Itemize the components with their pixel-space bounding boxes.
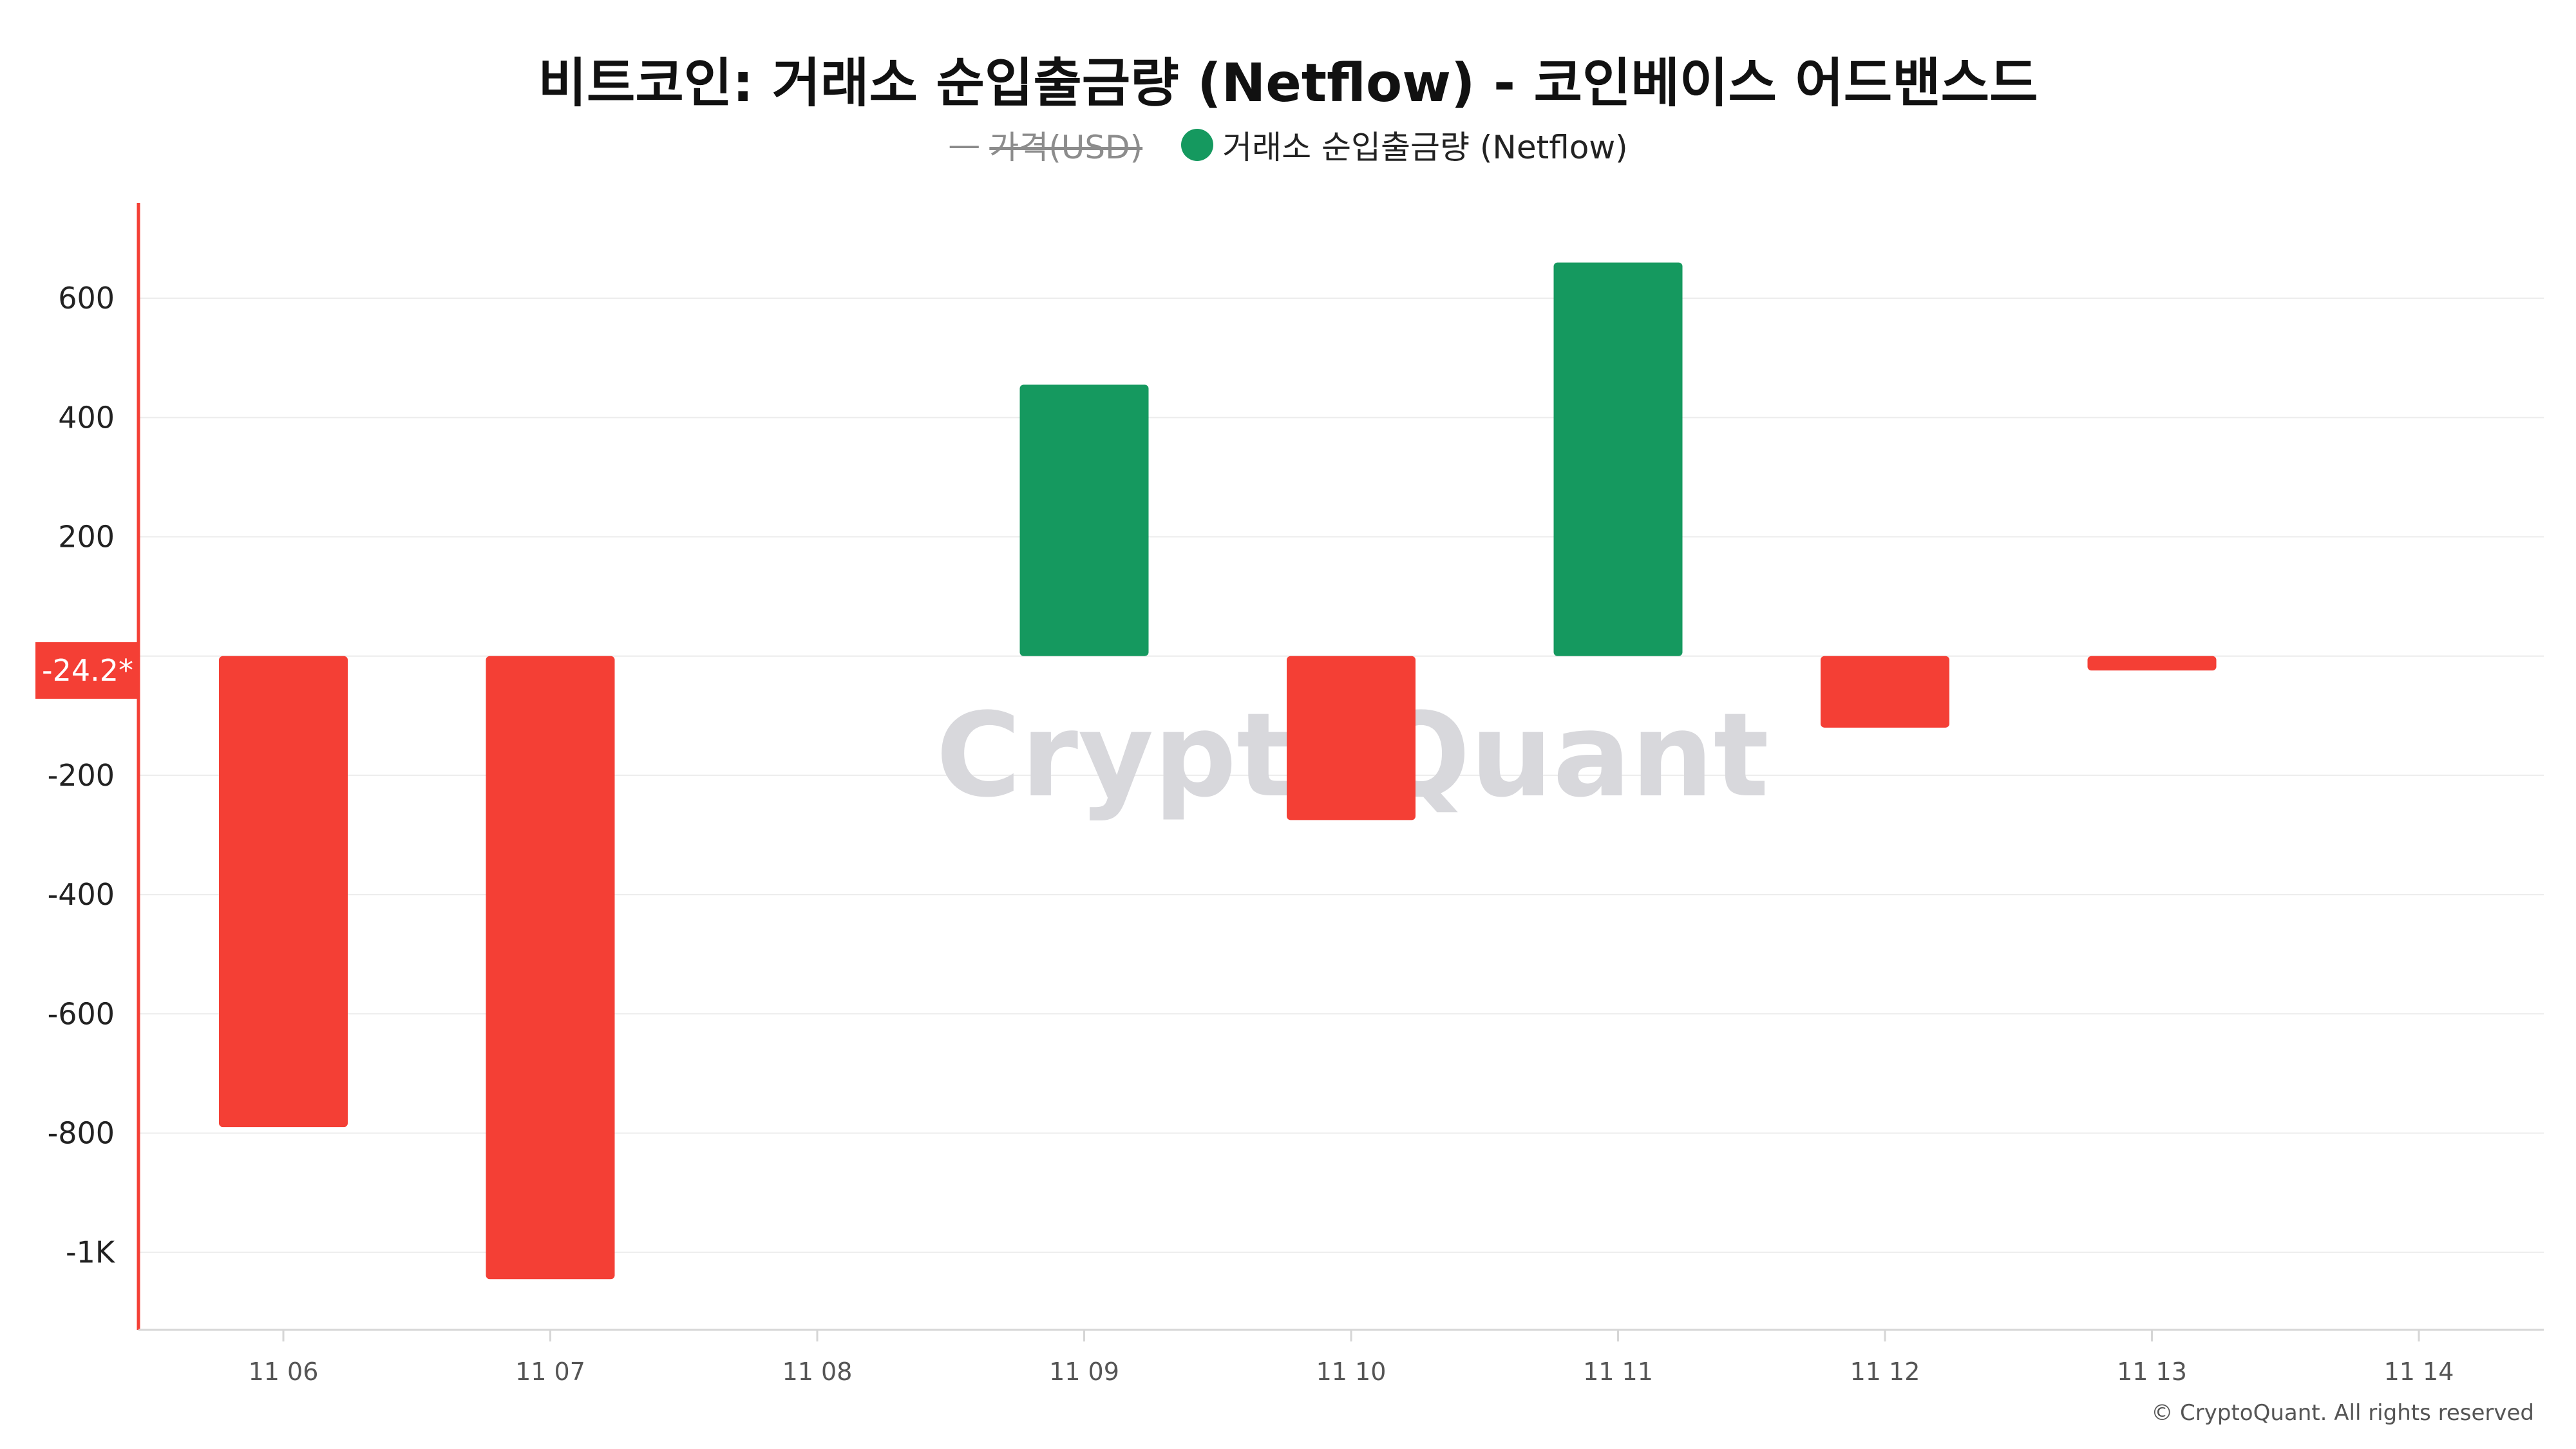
copyright-text: © CryptoQuant. All rights reserved — [2151, 1400, 2534, 1426]
y-tick-label: 600 — [58, 281, 115, 316]
x-tick-label: 11 13 — [2117, 1358, 2187, 1386]
x-tick-label: 11 08 — [782, 1358, 853, 1386]
current-value-badge-box — [35, 642, 140, 699]
legend-item-netflow[interactable]: 거래소 순입출금량 (Netflow) — [1181, 122, 1628, 168]
legend-item-price[interactable]: — 가격(USD) — [948, 122, 1142, 168]
x-tick-label: 11 14 — [2384, 1358, 2454, 1386]
y-tick-label: -200 — [48, 758, 115, 793]
y-axis-ticks: 600 400 200 -200 -400 -600 -800 -1K — [48, 281, 116, 1269]
y-tick-label: 400 — [58, 400, 115, 435]
x-tick-label: 11 06 — [249, 1358, 319, 1386]
bar-11-10 — [1287, 656, 1416, 820]
legend-label-price: 가격(USD) — [989, 129, 1143, 166]
x-tick-label: 11 09 — [1049, 1358, 1119, 1386]
y-tick-label: -600 — [48, 996, 115, 1031]
y-tick-label: -800 — [48, 1115, 115, 1150]
x-axis-ticks: 11 06 11 07 11 08 11 09 11 10 11 11 11 12 11 13… — [249, 1330, 2454, 1386]
current-value-label: -24.2* — [42, 653, 133, 688]
legend-dot-icon — [1181, 129, 1214, 161]
x-tick-label: 11 10 — [1316, 1358, 1387, 1386]
bars — [219, 262, 2217, 1280]
bar-11-07 — [486, 656, 615, 1280]
bar-11-13 — [2087, 656, 2217, 671]
bar-11-06 — [219, 656, 348, 1128]
y-tick-label: -400 — [48, 877, 115, 912]
y-tick-label: 200 — [58, 520, 115, 554]
axes — [137, 203, 2544, 1331]
bar-11-12 — [1821, 656, 1949, 728]
y-tick-label: -1K — [66, 1235, 116, 1270]
legend: — 가격(USD) 거래소 순입출금량 (Netflow) — [0, 122, 2576, 167]
bar-11-11 — [1553, 262, 1683, 656]
chart-title: 비트코인: 거래소 순입출금량 (Netflow) - 코인베이스 어드밴스드 — [538, 53, 2038, 114]
x-tick-label: 11 07 — [515, 1358, 585, 1386]
x-tick-label: 11 11 — [1583, 1358, 1653, 1386]
legend-line-icon: — — [948, 126, 981, 164]
legend-label-netflow: 거래소 순입출금량 (Netflow) — [1222, 129, 1628, 166]
bar-11-09 — [1019, 384, 1149, 656]
current-value-badge: -24.2* — [35, 642, 140, 699]
x-tick-label: 11 12 — [1850, 1358, 1920, 1386]
